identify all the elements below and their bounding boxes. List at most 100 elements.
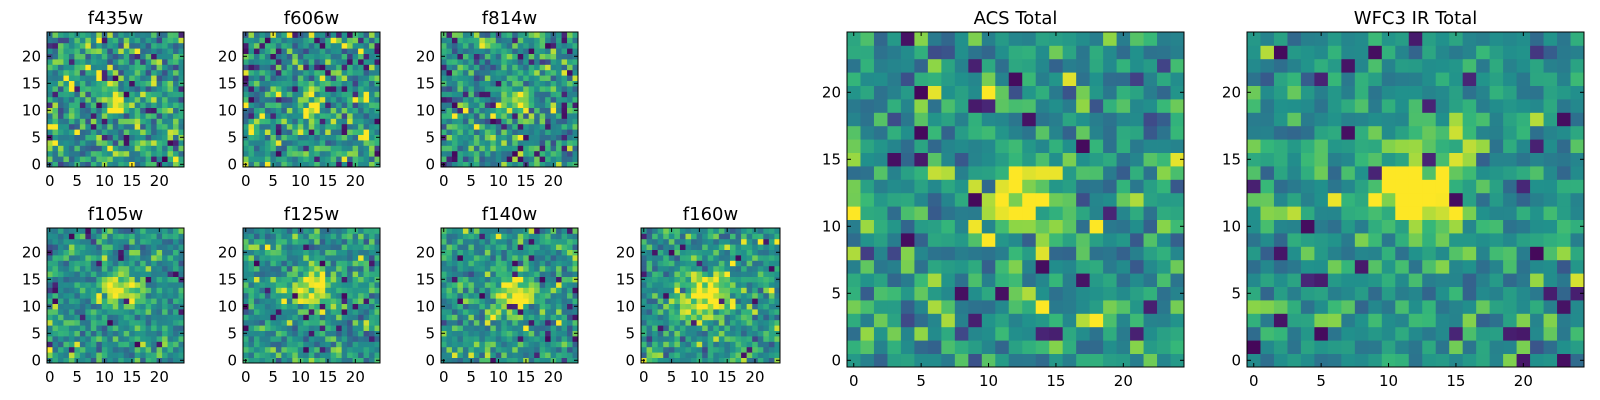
- heatmap-cell: [374, 319, 381, 326]
- heatmap-cell: [462, 330, 469, 337]
- heatmap-cell: [752, 309, 759, 315]
- heatmap-cell: [303, 59, 310, 65]
- heatmap-cell: [319, 357, 326, 364]
- heatmap-cell: [1130, 273, 1144, 287]
- heatmap-cell: [167, 282, 174, 288]
- heatmap-cell: [325, 96, 332, 103]
- heatmap-cell: [528, 96, 535, 103]
- heatmap-cell: [479, 134, 486, 141]
- heatmap-cell: [561, 282, 568, 288]
- heatmap-cell: [539, 330, 546, 337]
- heatmap-cell: [663, 336, 670, 342]
- heatmap-cell: [501, 233, 508, 240]
- heatmap-cell: [545, 282, 551, 288]
- heatmap-cell: [151, 287, 157, 294]
- heatmap-cell: [253, 129, 260, 135]
- heatmap-cell: [495, 134, 502, 141]
- heatmap-cell: [151, 32, 157, 38]
- heatmap-cell: [369, 330, 375, 337]
- heatmap-cell: [668, 314, 675, 321]
- heatmap-cell: [534, 260, 541, 267]
- heatmap-cell: [90, 255, 97, 261]
- heatmap-cell: [341, 298, 348, 304]
- heatmap-cell: [707, 341, 714, 348]
- heatmap-cell: [63, 298, 70, 304]
- heatmap-cell: [746, 271, 753, 277]
- heatmap-cell: [107, 314, 114, 321]
- heatmap-cell: [523, 64, 530, 71]
- heatmap-cell: [752, 292, 759, 299]
- heatmap-cell: [134, 134, 141, 141]
- heatmap-cell: [57, 37, 64, 44]
- heatmap-cell: [319, 244, 326, 250]
- heatmap-cell: [74, 59, 81, 65]
- heatmap-cell: [473, 113, 480, 119]
- heatmap-cell: [490, 145, 497, 152]
- heatmap-cell: [336, 64, 343, 71]
- heatmap-cell: [151, 265, 157, 272]
- heatmap-cell: [641, 325, 647, 331]
- heatmap-cell: [112, 228, 119, 234]
- heatmap-cell: [363, 265, 370, 272]
- heatmap-cell: [85, 228, 92, 234]
- heatmap-cell: [140, 357, 147, 364]
- heatmap-cell: [347, 37, 353, 44]
- heatmap-cell: [123, 341, 130, 348]
- heatmap-cell: [259, 238, 266, 245]
- heatmap-cell: [303, 352, 310, 358]
- heatmap-cell: [314, 86, 321, 92]
- heatmap-cell: [506, 123, 513, 130]
- heatmap-cell: [57, 244, 64, 250]
- heatmap-cell: [501, 319, 508, 326]
- heatmap-cell: [112, 314, 119, 321]
- heatmap-cell: [52, 255, 59, 261]
- heatmap-cell: [457, 42, 464, 49]
- heatmap-cell: [52, 91, 59, 98]
- heatmap-cell: [1130, 166, 1144, 180]
- heatmap-cell: [752, 330, 759, 337]
- heatmap-cell: [473, 341, 480, 348]
- heatmap-cell: [134, 107, 141, 114]
- heatmap-cell: [528, 107, 535, 114]
- heatmap-cell: [517, 233, 524, 240]
- heatmap-cell: [462, 346, 469, 353]
- heatmap-cell: [167, 107, 174, 114]
- heatmap-cell: [713, 309, 720, 315]
- heatmap-cell: [134, 244, 141, 250]
- heatmap-cell: [79, 260, 86, 267]
- heatmap-cell: [264, 303, 271, 310]
- heatmap-cell: [528, 298, 535, 304]
- heatmap-cell: [68, 102, 75, 108]
- heatmap-cell: [151, 260, 157, 267]
- heatmap-cell: [297, 298, 304, 304]
- heatmap-cell: [506, 69, 513, 76]
- heatmap-cells: [847, 32, 1185, 368]
- heatmap-cell: [308, 276, 315, 283]
- heatmap-cell: [927, 340, 942, 354]
- heatmap-cell: [308, 161, 315, 168]
- heatmap-cell: [253, 140, 260, 146]
- heatmap-cell: [52, 282, 59, 288]
- heatmap-cell: [873, 326, 888, 341]
- heatmap-cell: [539, 123, 546, 130]
- heatmap-cell: [451, 96, 458, 103]
- heatmap-cell: [134, 298, 141, 304]
- heatmap-cell: [156, 96, 163, 103]
- heatmap-cell: [567, 325, 573, 331]
- heatmap-cell: [479, 53, 486, 60]
- heatmap-cell: [1116, 300, 1131, 314]
- heatmap-cell: [1089, 246, 1104, 261]
- heatmap-cell: [900, 166, 915, 180]
- heatmap-cell: [352, 233, 359, 240]
- heatmap-cell: [145, 123, 152, 130]
- heatmap-cell: [927, 152, 942, 167]
- heatmap-cell: [123, 86, 130, 92]
- heatmap-cell: [534, 352, 541, 358]
- heatmap-cell: [490, 238, 497, 245]
- heatmap-cell: [352, 156, 359, 162]
- heatmap-cell: [457, 161, 464, 168]
- heatmap-cell: [457, 145, 464, 152]
- heatmap-cell: [281, 287, 288, 294]
- heatmap-cell: [495, 292, 502, 299]
